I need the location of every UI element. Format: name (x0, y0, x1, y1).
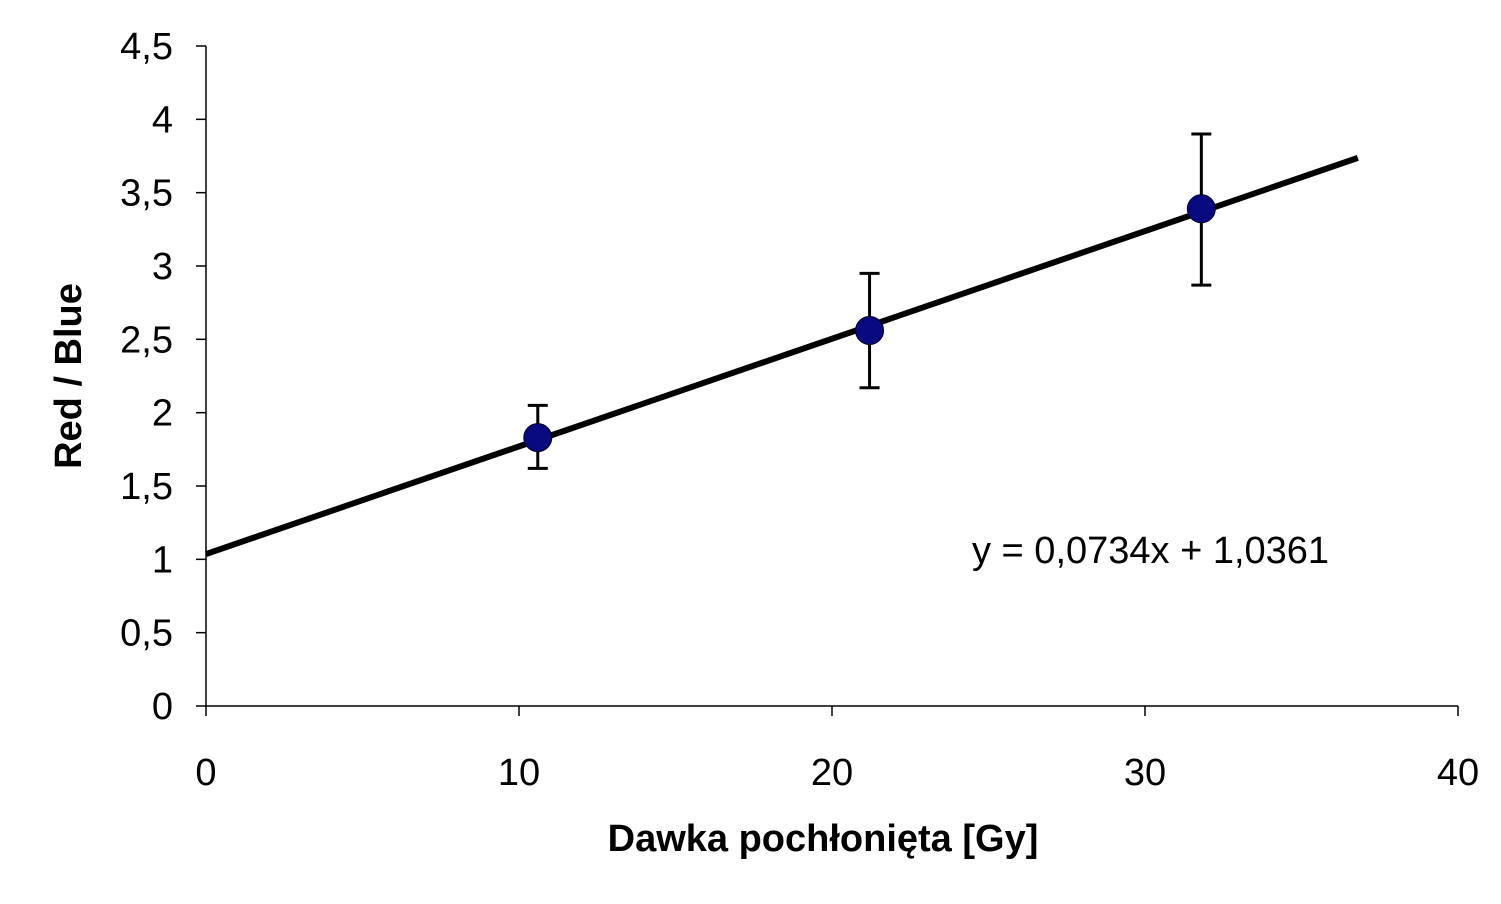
error-bars (527, 132, 1212, 470)
y-tick-label: 0,5 (120, 613, 173, 655)
y-tick-label: 0 (152, 686, 173, 728)
trendline (205, 155, 1359, 557)
data-point (1186, 194, 1216, 224)
data-points (523, 194, 1216, 453)
y-tick-label: 1 (152, 539, 173, 581)
x-tick-label: 40 (1437, 752, 1479, 794)
x-tick-label: 20 (811, 752, 853, 794)
x-tick-label: 30 (1124, 752, 1166, 794)
x-tick-label: 10 (498, 752, 540, 794)
y-tick-label: 3,5 (120, 173, 173, 215)
axes (196, 45, 1459, 716)
tick-labels: 0 0,5 1 1,5 2 2,5 3 3,5 4 4,5 0 10 20 30 40 (120, 26, 1479, 794)
trendline-group (205, 155, 1359, 557)
data-point (523, 423, 553, 453)
y-tick-label: 2,5 (120, 319, 173, 361)
y-axis-title: Red / Blue (48, 283, 90, 469)
trendline-equation: y = 0,0734x + 1,0361 (972, 530, 1329, 572)
y-tick-label: 4 (152, 99, 173, 141)
y-tick-label: 2 (152, 393, 173, 435)
data-point (855, 316, 885, 346)
y-tick-label: 3 (152, 246, 173, 288)
y-tick-label: 4,5 (120, 26, 173, 68)
x-tick-label: 0 (195, 752, 216, 794)
x-axis-title: Dawka pochłonięta [Gy] (608, 818, 1039, 860)
y-tick-label: 1,5 (120, 466, 173, 508)
